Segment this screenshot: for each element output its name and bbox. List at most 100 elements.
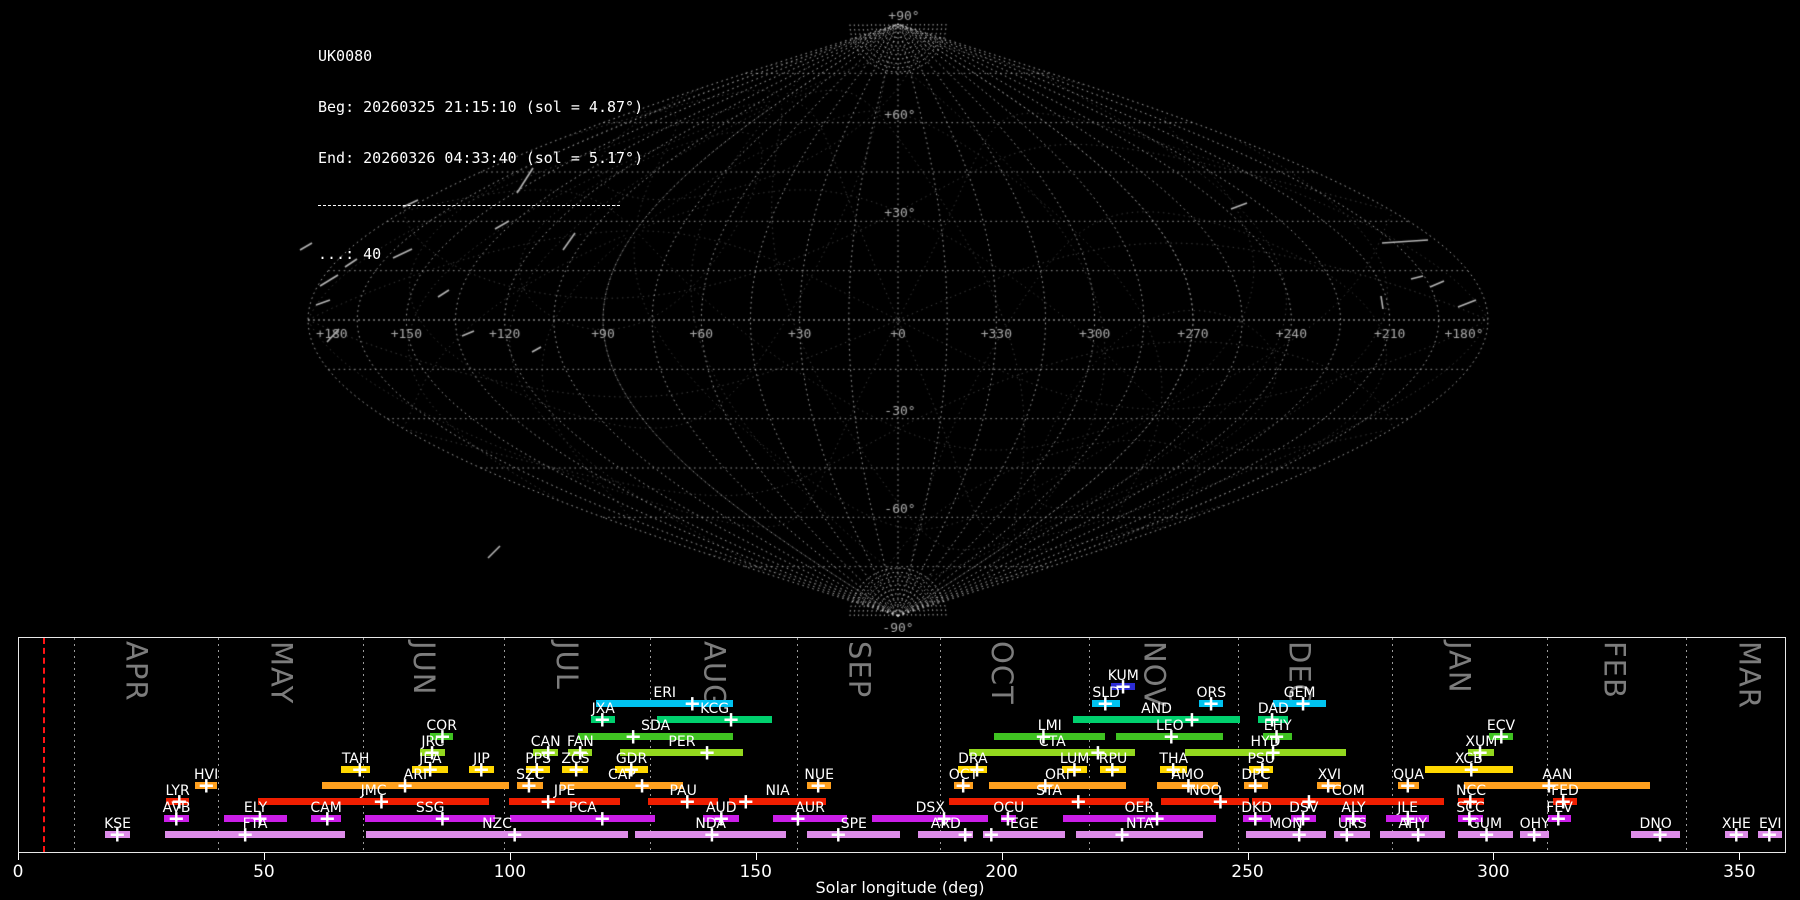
- shower-label: STA: [1036, 783, 1063, 799]
- shower-bar: [1263, 733, 1293, 740]
- shower-peak-marker: +: [829, 822, 848, 847]
- shower-peak-marker: +: [539, 740, 557, 765]
- shower-peak-marker: +: [1263, 707, 1281, 732]
- shower-bar: [958, 766, 988, 773]
- shower-bar: [562, 766, 589, 773]
- shower-label: AHY: [1398, 816, 1428, 832]
- shower-peak-marker: +: [1264, 740, 1282, 765]
- shower-peak-marker: +: [1179, 773, 1198, 798]
- shower-label: DSX: [915, 800, 945, 816]
- shower-peak-marker: +: [1540, 773, 1558, 798]
- dashed-separator: [318, 205, 620, 206]
- shower-label: ORI: [1044, 767, 1070, 783]
- shower-peak-marker: +: [1202, 691, 1220, 716]
- shower-label: CAP: [608, 767, 636, 783]
- shower-bar: [1185, 749, 1346, 756]
- shower-label: CTA: [1038, 734, 1066, 750]
- shower-label: ERI: [653, 685, 677, 701]
- shower-bar: [420, 749, 446, 756]
- shower-label: EHY: [1263, 718, 1292, 734]
- shower-peak-marker: +: [1461, 789, 1480, 814]
- shower-label: NTA: [1126, 816, 1154, 832]
- shower-label: PCA: [568, 800, 597, 816]
- shower-peak-marker: +: [809, 773, 827, 798]
- month-label: JUL: [549, 641, 584, 690]
- shower-bar: [1258, 716, 1289, 723]
- shower-label: NOO: [1189, 783, 1222, 799]
- shower-bar: [1758, 831, 1783, 838]
- shower-bar: [1468, 749, 1495, 756]
- shower-peak-marker: +: [703, 822, 721, 847]
- shower-label: JPE: [553, 783, 576, 799]
- month-label: NOV: [1137, 641, 1172, 708]
- shower-peak-marker: +: [698, 740, 716, 765]
- x-tick: [1247, 853, 1249, 860]
- shower-label: XUM: [1465, 734, 1498, 750]
- shower-peak-marker: +: [1069, 789, 1088, 814]
- shower-bar: [596, 700, 734, 707]
- shower-peak-marker: +: [1096, 691, 1115, 716]
- shower-peak-marker: +: [982, 822, 1001, 847]
- month-boundary-line: [940, 638, 942, 852]
- header-text-block: UK0080 Beg: 20260325 21:15:10 (sol = 4.8…: [318, 14, 643, 297]
- shower-bar: [166, 798, 190, 805]
- shower-peak-marker: +: [433, 724, 452, 749]
- shower-bar: [1520, 831, 1549, 838]
- shower-bar: [1072, 716, 1241, 723]
- shower-peak-marker: +: [1148, 806, 1166, 831]
- shower-label: XCB: [1454, 751, 1483, 767]
- shower-bar: [807, 831, 901, 838]
- shower-label: DAD: [1257, 701, 1289, 717]
- shower-label: SDA: [641, 718, 671, 734]
- shower-label: NUE: [804, 767, 834, 783]
- shower-bar: [165, 831, 346, 838]
- shower-label: COM: [1331, 783, 1365, 799]
- month-label: MAR: [1732, 641, 1767, 710]
- shower-peak-marker: +: [1319, 773, 1337, 798]
- shower-label: SCC: [1456, 800, 1485, 816]
- x-axis-title: Solar longitude (deg): [815, 878, 985, 897]
- shower-peak-marker: +: [722, 707, 740, 732]
- shower-peak-marker: +: [633, 773, 651, 798]
- shower-bar: [983, 831, 1066, 838]
- shower-bar: [1386, 815, 1429, 822]
- shower-peak-marker: +: [1290, 822, 1308, 847]
- x-tick-label: 100: [493, 862, 527, 882]
- shower-label: EGE: [1009, 816, 1039, 832]
- shower-label: NIA: [765, 783, 790, 799]
- shower-bar: [1243, 782, 1269, 789]
- shower-peak-marker: +: [1409, 822, 1427, 847]
- shower-peak-marker: +: [1114, 674, 1132, 699]
- shower-peak-marker: +: [1246, 806, 1265, 831]
- month-label: FEB: [1597, 641, 1632, 699]
- shower-label: TAH: [341, 751, 370, 767]
- shower-bar: [1489, 733, 1513, 740]
- shower-peak-marker: +: [1300, 789, 1318, 814]
- shower-bar: [508, 798, 621, 805]
- shower-label: QUA: [1393, 767, 1424, 783]
- shower-peak-marker: +: [1462, 757, 1481, 782]
- shower-label: KCG: [700, 701, 730, 717]
- shower-label: AUD: [705, 800, 737, 816]
- shower-peak-marker: +: [1294, 806, 1312, 831]
- shower-bar: [1252, 798, 1445, 805]
- shower-label: ARD: [930, 816, 961, 832]
- shower-bar: [807, 782, 831, 789]
- shower-peak-marker: +: [421, 757, 439, 782]
- shower-peak-marker: +: [1727, 822, 1746, 847]
- shower-label: KUM: [1107, 668, 1139, 684]
- shower-bar: [1380, 831, 1446, 838]
- shower-peak-marker: +: [1471, 740, 1489, 765]
- x-tick-label: 0: [12, 862, 24, 882]
- shower-peak-marker: +: [789, 806, 807, 831]
- shower-peak-marker: +: [1399, 806, 1417, 831]
- shower-label: MON: [1269, 816, 1303, 832]
- shower-bar: [918, 831, 974, 838]
- shower-bar: [657, 716, 772, 723]
- shower-label: ZCS: [561, 751, 590, 767]
- x-tick: [1739, 853, 1741, 860]
- end-line: End: 20260326 04:33:40 (sol = 5.17°): [318, 149, 644, 167]
- month-label: SEP: [842, 641, 877, 699]
- shower-label: PPS: [525, 751, 551, 767]
- shower-bar: [1161, 798, 1250, 805]
